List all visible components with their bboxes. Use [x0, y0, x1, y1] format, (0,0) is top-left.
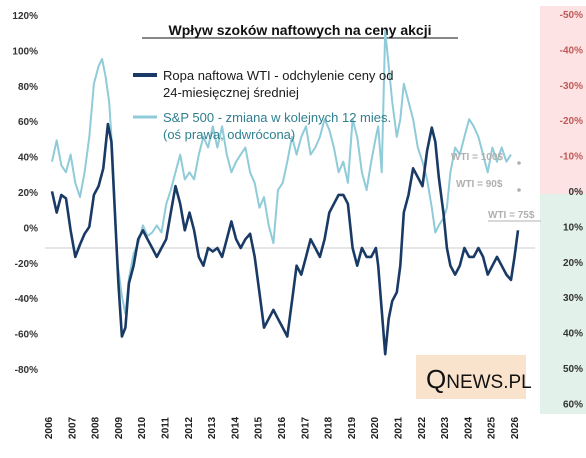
y-right-tick-label: -50%	[560, 10, 583, 21]
series-line-wti	[50, 122, 520, 356]
y-left-tick-label: 120%	[12, 11, 38, 22]
legend-label-wti-line1: Ropa naftowa WTI - odchylenie ceny od	[163, 68, 394, 83]
y-right-tick-label: 10%	[563, 222, 583, 233]
x-tick-label: 2021	[394, 416, 405, 439]
y-left-tick-label: -60%	[15, 330, 38, 341]
x-tick-label: 2026	[510, 416, 521, 439]
watermark-box	[416, 355, 526, 399]
x-tick-label: 2022	[417, 416, 428, 439]
y-left-tick-label: 80%	[18, 82, 38, 93]
x-tick-label: 2008	[91, 416, 102, 439]
y-right-tick-label: 50%	[563, 364, 583, 375]
y-right-tick-label: 40%	[563, 329, 583, 340]
x-tick-label: 2025	[487, 416, 498, 439]
y-right-tick-label: -20%	[560, 116, 583, 127]
annotation-dot-wti-100	[517, 161, 521, 165]
y-left-tick-label: 20%	[18, 188, 38, 199]
x-axis: 2006 2007 2008 2009 2010 2011 2012 2013 2014 2015…	[44, 416, 521, 439]
x-tick-label: 2016	[277, 416, 288, 439]
x-tick-label: 2017	[300, 416, 311, 439]
right-axis-positive-band	[540, 194, 586, 414]
x-tick-label: 2023	[440, 416, 451, 439]
y-right-tick-label: -40%	[560, 45, 583, 56]
y-right-tick-label: -30%	[560, 81, 583, 92]
y-left-axis: 120% 100% 80% 60% 40% 20% 0% -20% -40% -60% -80%	[12, 11, 38, 376]
y-left-tick-label: 0%	[24, 223, 39, 234]
annotation-wti-75: WTI = 75$	[488, 210, 535, 221]
y-left-tick-label: 60%	[18, 117, 38, 128]
y-right-tick-label: 20%	[563, 258, 583, 269]
x-tick-label: 2012	[184, 416, 195, 439]
x-tick-label: 2018	[324, 416, 335, 439]
x-tick-label: 2011	[161, 417, 172, 439]
right-axis-negative-band	[540, 6, 586, 194]
y-left-tick-label: 40%	[18, 153, 38, 164]
legend-label-sp500-line1: S&P 500 - zmiana w kolejnych 12 mies.	[163, 110, 391, 125]
y-right-tick-label: 0%	[569, 187, 584, 198]
y-right-tick-label: 30%	[563, 293, 583, 304]
y-left-tick-label: -20%	[15, 259, 38, 270]
x-tick-label: 2010	[137, 416, 148, 439]
watermark-text: QNEWS.PL	[426, 364, 532, 394]
x-tick-label: 2007	[67, 416, 78, 439]
x-tick-label: 2009	[114, 416, 125, 439]
annotation-dot-wti-90	[517, 188, 521, 192]
legend-label-sp500-line2: (oś prawa, odwrócona)	[163, 127, 295, 142]
x-tick-label: 2014	[230, 416, 241, 439]
legend: Ropa naftowa WTI - odchylenie ceny od 24…	[133, 68, 394, 142]
chart-title: Wpływ szoków naftowych na ceny akcji	[169, 22, 432, 38]
x-tick-label: 2020	[370, 416, 381, 439]
x-tick-label: 2013	[207, 416, 218, 439]
annotation-wti-100: WTI = 100$	[451, 152, 503, 163]
x-tick-label: 2006	[44, 416, 55, 439]
legend-label-wti-line2: 24-miesięcznej średniej	[163, 85, 299, 100]
series-layer	[50, 29, 520, 356]
watermark-news: NEWS.PL	[446, 372, 532, 393]
y-right-axis: -50% -40% -30% -20% -10% 0% 10% 20% 30% 40% 50% 60%	[560, 10, 583, 410]
annotation-wti-90: WTI = 90$	[456, 179, 503, 190]
y-left-tick-label: -80%	[15, 365, 38, 376]
x-tick-label: 2024	[463, 416, 474, 439]
x-tick-label: 2015	[254, 416, 265, 439]
watermark-q: Q	[426, 364, 446, 394]
qnews-watermark: QNEWS.PL	[416, 355, 532, 399]
y-right-tick-label: -10%	[560, 152, 583, 163]
x-tick-label: 2019	[347, 416, 358, 439]
y-left-tick-label: -40%	[15, 294, 38, 305]
y-left-tick-label: 100%	[12, 46, 38, 57]
y-right-tick-label: 60%	[563, 399, 583, 410]
